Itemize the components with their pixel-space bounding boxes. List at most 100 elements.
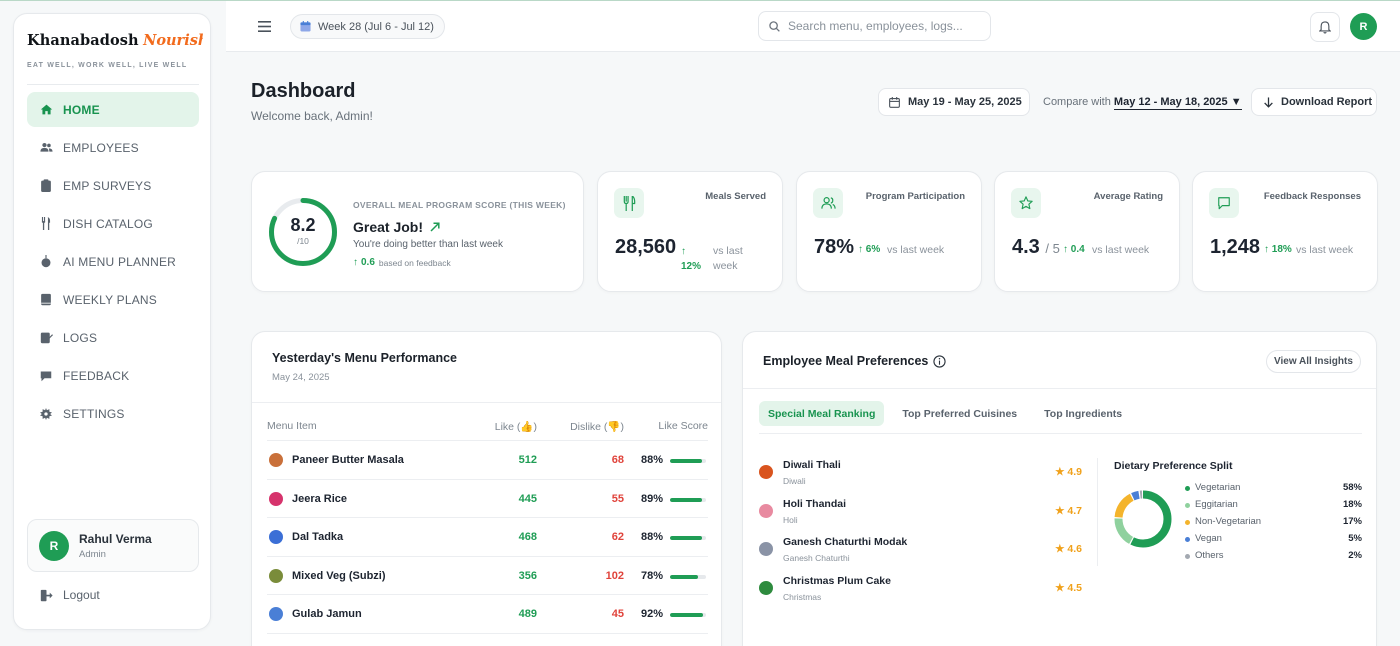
likes-count: 468	[518, 531, 537, 543]
score-ring-progress	[269, 198, 337, 266]
legend-value: 58%	[1342, 482, 1362, 493]
star-icon	[1011, 188, 1041, 218]
dish-name: Paneer Butter Masala	[292, 454, 404, 466]
legend-value: 2%	[1348, 550, 1362, 561]
calendar-icon	[889, 96, 900, 108]
program-participation-card: Program Participation 78% ↑ 6% vs last w…	[796, 171, 982, 292]
metric-label: Program Participation	[865, 191, 965, 202]
meal-rating: ★ 4.6	[1055, 543, 1082, 555]
like-score-bar-fill	[670, 574, 699, 579]
special-meal-item[interactable]: Christmas Plum Cake Christmas ★ 4.5	[759, 574, 1082, 612]
dish-icon	[269, 491, 283, 506]
hamburger-icon	[258, 21, 271, 32]
brand-logo[interactable]: Khanabadosh Nourish	[27, 32, 203, 50]
tab-top-preferred-cuisines[interactable]: Top Preferred Cuisines	[902, 407, 1018, 420]
notifications-button[interactable]	[1310, 12, 1340, 42]
like-score-bar	[670, 459, 706, 463]
score-delta-note: based on feedback	[378, 257, 451, 268]
likes-count: 512	[518, 454, 537, 466]
metric-vs: vs last week	[1092, 244, 1150, 256]
meal-rating: ★ 4.5	[1055, 582, 1082, 594]
sidebar-item-label: FEEDBACK	[63, 368, 130, 383]
table-row[interactable]: Dal Tadka 468 62 88%	[267, 518, 708, 557]
dislikes-count: 45	[611, 608, 624, 620]
like-score-bar-fill	[670, 536, 702, 540]
clipboard-icon	[39, 179, 53, 193]
calendar-icon	[300, 21, 311, 32]
table-header: Menu Item Like (👍) Dislike (👎) Like Scor…	[267, 412, 708, 441]
legend-label: Vegetarian	[1195, 482, 1241, 493]
sidebar-item-weekly-plans[interactable]: WEEKLY PLANS	[27, 282, 199, 317]
logout-button[interactable]: Logout	[39, 588, 100, 602]
score-label: OVERALL MEAL PROGRAM SCORE (THIS WEEK)	[353, 200, 566, 210]
sidebar-item-ai-menu-planner[interactable]: AI MENU PLANNER	[27, 244, 199, 279]
table-row[interactable]: Paneer Butter Masala 512 68 88%	[267, 441, 708, 480]
logout-icon	[39, 588, 53, 602]
week-selector[interactable]: Week 28 (Jul 6 - Jul 12)	[290, 14, 445, 39]
compare-selector[interactable]: Compare with May 12 - May 18, 2025 ▼	[1043, 96, 1242, 110]
special-meal-item[interactable]: Ganesh Chaturthi Modak Ganesh Chaturthi ★ …	[759, 535, 1082, 573]
compare-range-text: May 12 - May 18, 2025	[1113, 96, 1228, 108]
sidebar-item-label: LOGS	[63, 330, 98, 345]
menu-performance-card: Yesterday's Menu Performance May 24, 202…	[251, 331, 722, 646]
column-header[interactable]: Like Score	[658, 420, 708, 432]
search-box[interactable]	[758, 11, 991, 41]
table-row[interactable]: Jeera Rice 445 55 89%	[267, 480, 708, 518]
search-input[interactable]	[788, 19, 978, 33]
divider	[27, 84, 199, 85]
user-profile-card[interactable]: R Rahul Verma Admin	[27, 519, 199, 572]
sidebar: Khanabadosh Nourish EAT WELL, WORK WELL,…	[13, 13, 211, 630]
column-header[interactable]: Dislike (👎)	[570, 421, 624, 433]
dish-name: Gulab Jamun	[292, 608, 362, 620]
like-score-bar-fill	[670, 613, 704, 617]
donut-slice[interactable]	[1114, 490, 1172, 548]
like-score: 92%	[641, 608, 664, 620]
donut-slice[interactable]	[1114, 490, 1172, 548]
festival-name: Christmas	[783, 592, 822, 602]
special-meal-item[interactable]: Holi Thandai Holi ★ 4.7	[759, 497, 1082, 535]
tab-top-ingredients[interactable]: Top Ingredients	[1044, 407, 1123, 420]
festival-name: Diwali	[783, 476, 806, 486]
table-row[interactable]: Gulab Jamun 489 45 92%	[267, 595, 708, 634]
metric-label: Meals Served	[705, 191, 766, 202]
like-score: 89%	[641, 492, 664, 505]
sidebar-item-emp-surveys[interactable]: EMP SURVEYS	[27, 168, 199, 203]
sidebar-item-settings[interactable]: SETTINGS	[27, 396, 199, 431]
like-score-bar	[670, 574, 706, 579]
like-score-bar-fill	[670, 459, 702, 463]
sidebar-item-feedback[interactable]: FEEDBACK	[27, 358, 199, 393]
sidebar-item-logs[interactable]: LOGS	[27, 320, 199, 355]
user-name: Rahul Verma	[79, 531, 152, 546]
column-header[interactable]: Like (👍)	[494, 421, 537, 433]
compare-range[interactable]: May 12 - May 18, 2025 ▼	[1113, 96, 1242, 110]
meal-name: Holi Thandai	[783, 498, 846, 510]
table-row[interactable]: Mixed Veg (Subzi) 356 102 78%	[267, 557, 708, 595]
legend-dot	[1185, 537, 1190, 542]
metric-value: 28,560	[615, 236, 677, 258]
metric-label: Average Rating	[1093, 191, 1163, 202]
column-header[interactable]: Menu Item	[267, 420, 317, 432]
dish-name: Jeera Rice	[292, 492, 348, 505]
metric-delta: ↑ 12%	[681, 246, 702, 272]
sidebar-item-employees[interactable]: EMPLOYEES	[27, 130, 199, 165]
utensils-icon	[614, 188, 644, 218]
view-all-insights-button[interactable]: View All Insights	[1266, 350, 1361, 373]
split-title: Dietary Preference Split	[1114, 460, 1233, 472]
meal-icon	[759, 581, 773, 595]
card-title-text: Employee Meal Preferences	[763, 354, 929, 368]
sidebar-item-home[interactable]: HOME	[27, 92, 199, 127]
info-icon[interactable]	[933, 354, 947, 368]
legend-label: Others	[1195, 550, 1224, 561]
sidebar-item-dish-catalog[interactable]: DISH CATALOG	[27, 206, 199, 241]
likes-count: 356	[518, 569, 537, 582]
date-range-picker[interactable]: May 19 - May 25, 2025	[878, 88, 1030, 116]
download-report-button[interactable]: Download Report	[1251, 88, 1377, 116]
avatar[interactable]: R	[1350, 13, 1377, 40]
legend-label: Vegan	[1195, 533, 1222, 544]
arrow-up-icon: ↑	[353, 257, 358, 268]
special-meal-item[interactable]: Diwali Thali Diwali ★ 4.9	[759, 458, 1082, 496]
metric-value: 4.3 / 5	[1012, 236, 1060, 259]
menu-toggle-button[interactable]	[258, 19, 271, 37]
tab-special-meal-ranking[interactable]: Special Meal Ranking	[759, 401, 885, 426]
dish-icon	[269, 530, 283, 544]
